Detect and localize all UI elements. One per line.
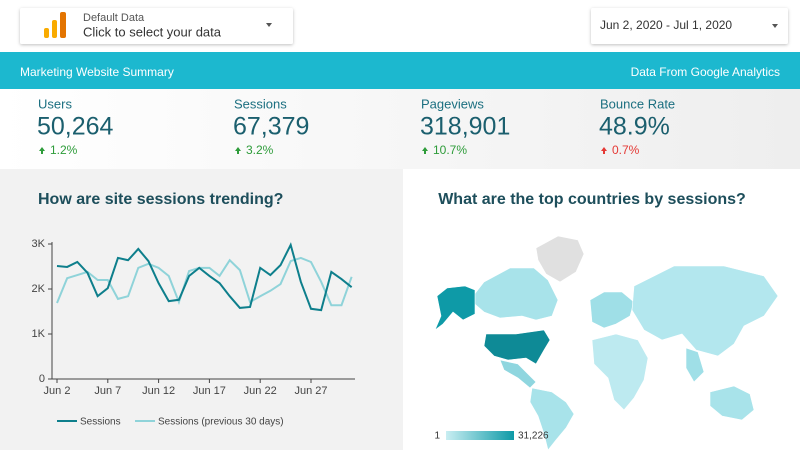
- alaska: [434, 285, 476, 331]
- europe: [589, 291, 635, 329]
- date-picker[interactable]: Jun 2, 2020 - Jul 1, 2020: [591, 8, 788, 44]
- series-line: [56, 242, 353, 312]
- kpi-value: 50,264: [37, 113, 114, 141]
- kpi-arrow: [235, 147, 241, 154]
- kpi-change: 3.2%: [246, 143, 274, 157]
- kpi-arrow: [39, 147, 45, 154]
- x-tick-label: Jun 12: [142, 385, 175, 397]
- greenland: [535, 235, 585, 283]
- india: [685, 347, 705, 383]
- kpi-label: Users: [38, 96, 72, 111]
- kpi-row: Users 50,264 1.2% Sessions 67,379 3.2% Pagevie…: [37, 96, 675, 157]
- y-tick-label: 0: [39, 373, 45, 385]
- dropdown-arrow: [266, 23, 272, 27]
- y-tick-label: 1K: [32, 328, 46, 340]
- x-tick-label: Jun 2: [44, 385, 71, 397]
- legend-label: Sessions (previous 30 days): [158, 417, 284, 428]
- source-title: Default Data: [83, 12, 145, 24]
- map-legend-max: 31,226: [518, 431, 549, 442]
- line-chart: 0 1K 2K 3K Jun 2 Jun 7 Jun 12 Jun 17 Jun 22 Jun 2…: [32, 238, 355, 428]
- x-tick-label: Jun 7: [94, 385, 121, 397]
- kpi-change: 1.2%: [50, 143, 78, 157]
- kpi-change: 0.7%: [612, 143, 640, 157]
- africa: [591, 333, 649, 411]
- date-card[interactable]: [591, 8, 788, 44]
- kpi-label: Sessions: [234, 96, 287, 111]
- usa: [483, 329, 551, 365]
- kpi-value: 67,379: [233, 113, 309, 141]
- banner: [0, 52, 800, 89]
- x-tick-label: Jun 22: [244, 385, 277, 397]
- banner-source: Data From Google Analytics: [631, 65, 780, 79]
- legend-label: Sessions: [80, 417, 121, 428]
- y-tick-label: 2K: [32, 283, 46, 295]
- canada: [469, 267, 559, 321]
- kpi-change: 10.7%: [433, 143, 467, 157]
- kpi-label: Pageviews: [421, 96, 484, 111]
- world-map: [434, 235, 779, 451]
- kpi-arrow: [422, 147, 428, 154]
- series-line: [56, 256, 353, 307]
- logo-bar: [52, 20, 57, 38]
- data-source-selector[interactable]: Default Data Click to select your data: [20, 8, 293, 44]
- map-legend-min: 1: [434, 431, 440, 442]
- x-tick-label: Jun 27: [294, 385, 327, 397]
- logo-bar: [44, 28, 49, 38]
- trend-panel: [0, 169, 403, 450]
- australia: [709, 385, 755, 421]
- logo-bar: [60, 12, 66, 38]
- selector-card[interactable]: [20, 8, 293, 44]
- date-range: Jun 2, 2020 - Jul 1, 2020: [600, 18, 732, 32]
- south-america: [529, 387, 575, 451]
- map-title: What are the top countries by sessions?: [438, 191, 746, 208]
- kpi-strip: [0, 89, 800, 169]
- map-legend-scale: [446, 431, 514, 440]
- kpi-label: Bounce Rate: [600, 96, 675, 111]
- kpi-value: 48.9%: [599, 113, 670, 141]
- kpi-arrow: [601, 147, 607, 154]
- kpi-value: 318,901: [420, 113, 510, 141]
- chart-title: How are site sessions trending?: [38, 191, 283, 208]
- dropdown-arrow: [772, 24, 778, 28]
- banner-title: Marketing Website Summary: [20, 65, 174, 79]
- mexico: [499, 359, 537, 389]
- asia: [631, 265, 779, 357]
- x-tick-label: Jun 17: [193, 385, 226, 397]
- y-tick-label: 3K: [32, 238, 46, 250]
- source-prompt: Click to select your data: [83, 24, 222, 39]
